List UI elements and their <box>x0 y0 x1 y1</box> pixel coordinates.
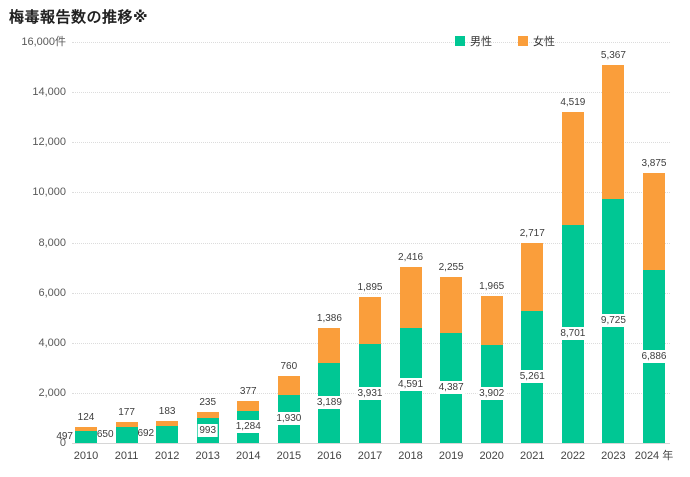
value-label-male-2018: 4,591 <box>396 378 426 392</box>
x-axis-label: 2013 <box>195 450 220 462</box>
x-axis-label: 2023 <box>601 450 626 462</box>
bar-female-2014 <box>237 401 260 411</box>
value-label-female-2018: 2,416 <box>398 252 424 264</box>
y-axis-label: 4,000 <box>38 336 66 349</box>
value-label-female-2010: 124 <box>77 412 95 424</box>
y-axis-label: 14,000 <box>32 86 66 99</box>
value-label-male-2019: 4,387 <box>436 381 466 395</box>
y-axis-label: 12,000 <box>32 136 66 149</box>
gridline <box>72 142 670 144</box>
bar-female-2010 <box>75 427 97 431</box>
y-axis-label: 2,000 <box>38 386 66 399</box>
gridline <box>72 42 670 43</box>
chart-title: 梅毒報告数の推移※ <box>9 9 149 26</box>
value-label-female-2013: 235 <box>199 397 217 409</box>
gridline <box>72 242 670 244</box>
value-label-male-2012: 692 <box>137 428 155 440</box>
bar-female-2011 <box>115 422 138 427</box>
value-label-female-2017: 1,895 <box>357 281 383 293</box>
x-axis-label: 2010 <box>73 450 99 462</box>
y-axis-label: 10,000 <box>32 186 66 199</box>
value-label-male-2015: 1,930 <box>274 411 304 425</box>
bar-female-2020 <box>480 295 503 346</box>
value-label-male-2021: 5,261 <box>517 370 547 384</box>
legend-label: 男性 <box>470 36 492 48</box>
y-axis-label: 0 <box>59 437 66 449</box>
value-label-female-2021: 2,717 <box>519 228 545 240</box>
legend-swatch-icon <box>518 36 528 46</box>
x-axis-line <box>72 443 670 444</box>
x-axis-label: 2015 <box>276 450 302 462</box>
x-axis-label: 2021 <box>520 450 545 462</box>
x-axis-label: 2016 <box>317 450 342 462</box>
value-label-female-2011: 177 <box>118 407 135 419</box>
x-axis-label: 2014 <box>236 450 261 462</box>
x-axis-label: 2024 年 <box>634 450 674 462</box>
x-axis-label: 2012 <box>154 450 180 462</box>
value-label-female-2014: 377 <box>239 386 257 398</box>
x-axis-label: 2022 <box>560 450 586 462</box>
gridline <box>72 292 670 294</box>
bar-female-2019 <box>440 276 463 334</box>
legend-item-male: 男性 <box>455 33 492 49</box>
bar-male-2012 <box>156 425 179 443</box>
bar-female-2022 <box>561 111 584 225</box>
y-axis-label: 16,000件 <box>21 36 66 48</box>
value-label-male-2010: 497 <box>56 430 73 442</box>
value-label-female-2022: 4,519 <box>560 96 586 108</box>
legend-swatch-icon <box>455 36 465 46</box>
value-label-female-2015: 760 <box>280 360 298 372</box>
value-label-female-2024: 3,875 <box>641 158 667 170</box>
value-label-male-2023: 9,725 <box>598 314 628 328</box>
bar-female-2018 <box>399 267 422 328</box>
bar-female-2015 <box>277 375 300 395</box>
y-axis-label: 8,000 <box>38 236 66 249</box>
value-label-male-2011: 650 <box>96 428 114 440</box>
bar-male-2010 <box>75 430 97 443</box>
x-axis-label: 2017 <box>357 450 383 462</box>
legend-item-female: 女性 <box>518 33 555 49</box>
value-label-female-2023: 5,367 <box>600 49 626 61</box>
bar-female-2013 <box>196 412 219 419</box>
x-axis-label: 2020 <box>479 450 504 462</box>
chart-legend: 男性 女性 <box>455 33 555 49</box>
bar-female-2017 <box>358 296 381 345</box>
value-label-male-2024: 6,886 <box>639 349 669 363</box>
value-label-male-2014: 1,284 <box>233 419 263 433</box>
value-label-female-2020: 1,965 <box>479 280 505 292</box>
bar-female-2024 <box>642 173 665 271</box>
gridline <box>72 192 670 194</box>
bar-female-2012 <box>156 421 179 426</box>
value-label-male-2016: 3,189 <box>314 396 344 410</box>
gridline <box>72 92 670 94</box>
bar-female-2021 <box>521 243 544 312</box>
value-label-male-2020: 3,902 <box>477 387 507 401</box>
x-axis-label: 2019 <box>438 450 464 462</box>
value-label-female-2019: 2,255 <box>438 261 464 273</box>
value-label-female-2016: 1,386 <box>316 313 342 325</box>
y-axis-label: 6,000 <box>38 286 66 299</box>
value-label-male-2017: 3,931 <box>355 386 385 400</box>
legend-label: 女性 <box>533 36 555 48</box>
bar-female-2016 <box>318 328 341 364</box>
x-axis-label: 2011 <box>114 450 139 462</box>
value-label-male-2013: 993 <box>197 423 219 437</box>
bar-female-2023 <box>602 64 625 200</box>
value-label-male-2022: 8,701 <box>558 326 588 340</box>
bar-male-2011 <box>115 426 138 443</box>
x-axis-label: 2018 <box>398 450 423 462</box>
value-label-female-2012: 183 <box>158 406 176 418</box>
